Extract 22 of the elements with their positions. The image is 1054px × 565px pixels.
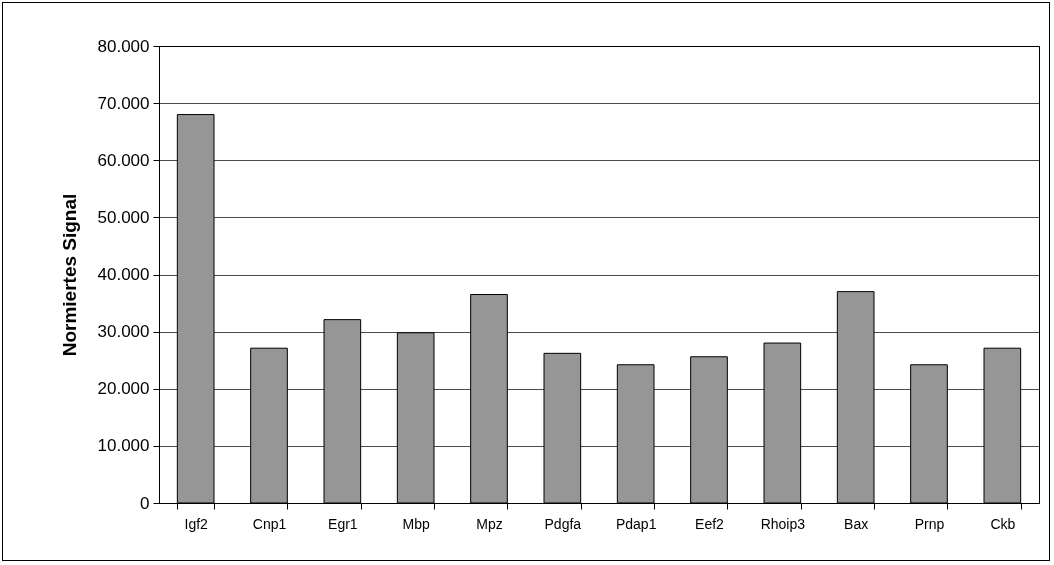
y-tick-label: 40.000 <box>97 265 150 284</box>
y-axis-title: Normiertes Signal <box>58 193 80 357</box>
y-tick-label: 60.000 <box>97 150 150 170</box>
x-tick-label: Ckb <box>990 515 1016 532</box>
x-tick-label: Prnp <box>914 515 945 532</box>
x-tick-label: Rhoip3 <box>760 515 806 532</box>
x-tick-label: Egr1 <box>328 515 358 532</box>
x-tick-label: Mpz <box>476 515 503 532</box>
y-tick-label: 30.000 <box>97 322 150 342</box>
y-tick-label: 20.000 <box>97 379 150 399</box>
x-tick-label: Cnp1 <box>252 515 287 532</box>
x-tick-label: Pdgfa <box>544 515 582 532</box>
x-tick-label: Eef2 <box>695 515 725 532</box>
y-tick-label: 10.000 <box>97 436 150 456</box>
y-tick-label: 80.000 <box>97 36 150 56</box>
x-tick-label: Mbp <box>402 515 430 532</box>
x-tick-label: Pdap1 <box>615 515 657 532</box>
x-tick-label: Igf2 <box>184 515 209 532</box>
x-tick-label: Bax <box>844 515 869 532</box>
y-tick-label: 50.000 <box>97 207 150 227</box>
y-tick-label: 0 <box>140 493 150 513</box>
y-tick-label: 70.000 <box>97 93 150 113</box>
